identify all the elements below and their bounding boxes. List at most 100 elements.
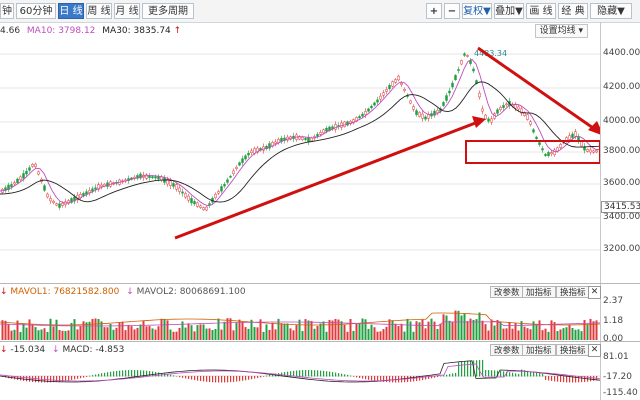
macd-histogram-bar <box>590 376 592 382</box>
candle-body <box>238 162 241 166</box>
tab-monthly[interactable]: 月 线 <box>114 3 140 19</box>
volume-bar <box>130 326 133 340</box>
volume-close-icon[interactable]: ✕ <box>588 286 601 299</box>
volume-bar <box>46 331 49 340</box>
volume-tick: 1.18 <box>603 316 624 326</box>
classic-button[interactable]: 经 典 <box>558 3 588 19</box>
zoom-in-button[interactable]: + <box>426 3 442 19</box>
candle-body <box>547 152 550 157</box>
mavol1-line <box>0 312 600 326</box>
volume-bar <box>538 320 541 340</box>
volume-switch-indicator-button[interactable]: 换指标 <box>556 286 590 298</box>
volume-params-button[interactable]: 改参数 <box>490 286 524 298</box>
macd-histogram-bar <box>305 370 307 377</box>
macd-add-indicator-button[interactable]: 加指标 <box>522 344 556 356</box>
zoom-out-button[interactable]: − <box>444 3 460 19</box>
macd-histogram-bar <box>194 376 196 381</box>
volume-bar <box>466 321 469 340</box>
candle-body <box>4 187 7 191</box>
volume-bar <box>289 328 292 340</box>
macd-histogram-bar <box>482 360 484 377</box>
tab-minute[interactable]: 钟 <box>0 3 14 19</box>
candle-body <box>505 103 508 106</box>
macd-histogram-bar <box>545 376 547 380</box>
candle-body <box>367 108 370 112</box>
macd-switch-indicator-button[interactable]: 换指标 <box>556 344 590 356</box>
ma-info-line: 4.66 MA10: 3798.12 MA30: 3835.74 ↑ <box>0 24 181 38</box>
trend-arrow-up <box>174 120 479 240</box>
macd-histogram-bar <box>461 361 463 377</box>
volume-add-indicator-button[interactable]: 加指标 <box>522 286 556 298</box>
macd-histogram-bar <box>254 376 256 379</box>
macd-histogram-bar <box>443 375 445 377</box>
candle-body <box>205 206 208 211</box>
macd-close-icon[interactable]: ✕ <box>588 344 601 357</box>
macd-histogram-bar <box>551 376 553 381</box>
candle-body <box>448 90 451 94</box>
macd-histogram-bar <box>500 370 502 377</box>
mavol2-line <box>0 321 600 327</box>
candle-body <box>229 175 232 178</box>
macd-histogram-bar <box>263 376 265 377</box>
volume-bar <box>478 312 481 340</box>
macd-histogram-bar <box>29 376 31 382</box>
draw-line-button[interactable]: 画 线 <box>526 3 556 19</box>
volume-bar <box>370 324 373 340</box>
volume-bar <box>481 320 484 340</box>
hide-dropdown[interactable]: 隐藏▼ <box>590 3 632 19</box>
macd-histogram-bar <box>320 370 322 377</box>
tab-more-periods[interactable]: 更多周期 <box>142 3 194 19</box>
volume-header: ↓ MAVOL1: 76821582.800 ↓ MAVOL2: 8006869… <box>0 286 246 298</box>
adjust-dropdown[interactable]: 复权▼ <box>462 3 492 19</box>
candle-body <box>454 75 457 80</box>
candle-body <box>559 144 562 148</box>
chart-canvas[interactable]: 4483.34 <box>0 22 600 400</box>
candle-body <box>49 198 52 202</box>
macd-histogram-bar <box>350 375 352 377</box>
ma-settings-button[interactable]: 设置均线 ▾ <box>534 24 588 38</box>
ma10-line <box>0 58 600 207</box>
peak-label: 4483.34 <box>474 49 507 58</box>
volume-bar <box>199 324 202 340</box>
volume-bar <box>412 331 415 340</box>
candle-body <box>43 185 46 191</box>
macd-histogram-bar <box>209 376 211 383</box>
volume-bar <box>367 328 370 340</box>
overlay-dropdown[interactable]: 叠加▼ <box>494 3 524 19</box>
macd-histogram-bar <box>110 371 112 377</box>
volume-bar <box>187 323 190 340</box>
macd-diff-value: -15.034 <box>10 345 46 355</box>
ma10-value: MA10: 3798.12 <box>26 26 96 36</box>
volume-bar <box>550 320 553 340</box>
price-tick: 4000.00 <box>603 116 640 126</box>
macd-params-button[interactable]: 改参数 <box>490 344 524 356</box>
volume-bar <box>172 331 175 340</box>
candle-body <box>487 118 490 122</box>
volume-bar <box>139 324 142 340</box>
candle-body <box>31 164 34 167</box>
candle-body <box>175 184 178 190</box>
volume-bar <box>484 324 487 340</box>
tab-weekly[interactable]: 周 线 <box>86 3 112 19</box>
volume-bar <box>220 329 223 340</box>
volume-bar <box>79 326 82 340</box>
macd-histogram-bar <box>335 372 337 377</box>
macd-histogram-bar <box>536 372 538 377</box>
macd-histogram-bar <box>152 371 154 377</box>
macd-histogram-bar <box>113 371 115 377</box>
tab-daily[interactable]: 日 线 <box>58 3 84 19</box>
volume-bar <box>181 321 184 340</box>
candle-body <box>376 99 379 103</box>
tab-60min[interactable]: 60分钟 <box>16 3 56 19</box>
macd-histogram-bar <box>323 370 325 377</box>
macd-histogram-bar <box>248 376 250 380</box>
support-zone-box <box>465 140 600 164</box>
candle-body <box>394 79 397 83</box>
volume-bar <box>418 322 421 340</box>
candle-body <box>442 102 445 106</box>
candle-body <box>19 176 22 181</box>
macd-histogram-bar <box>515 373 517 377</box>
volume-bar <box>127 324 130 340</box>
volume-bar <box>352 330 355 340</box>
